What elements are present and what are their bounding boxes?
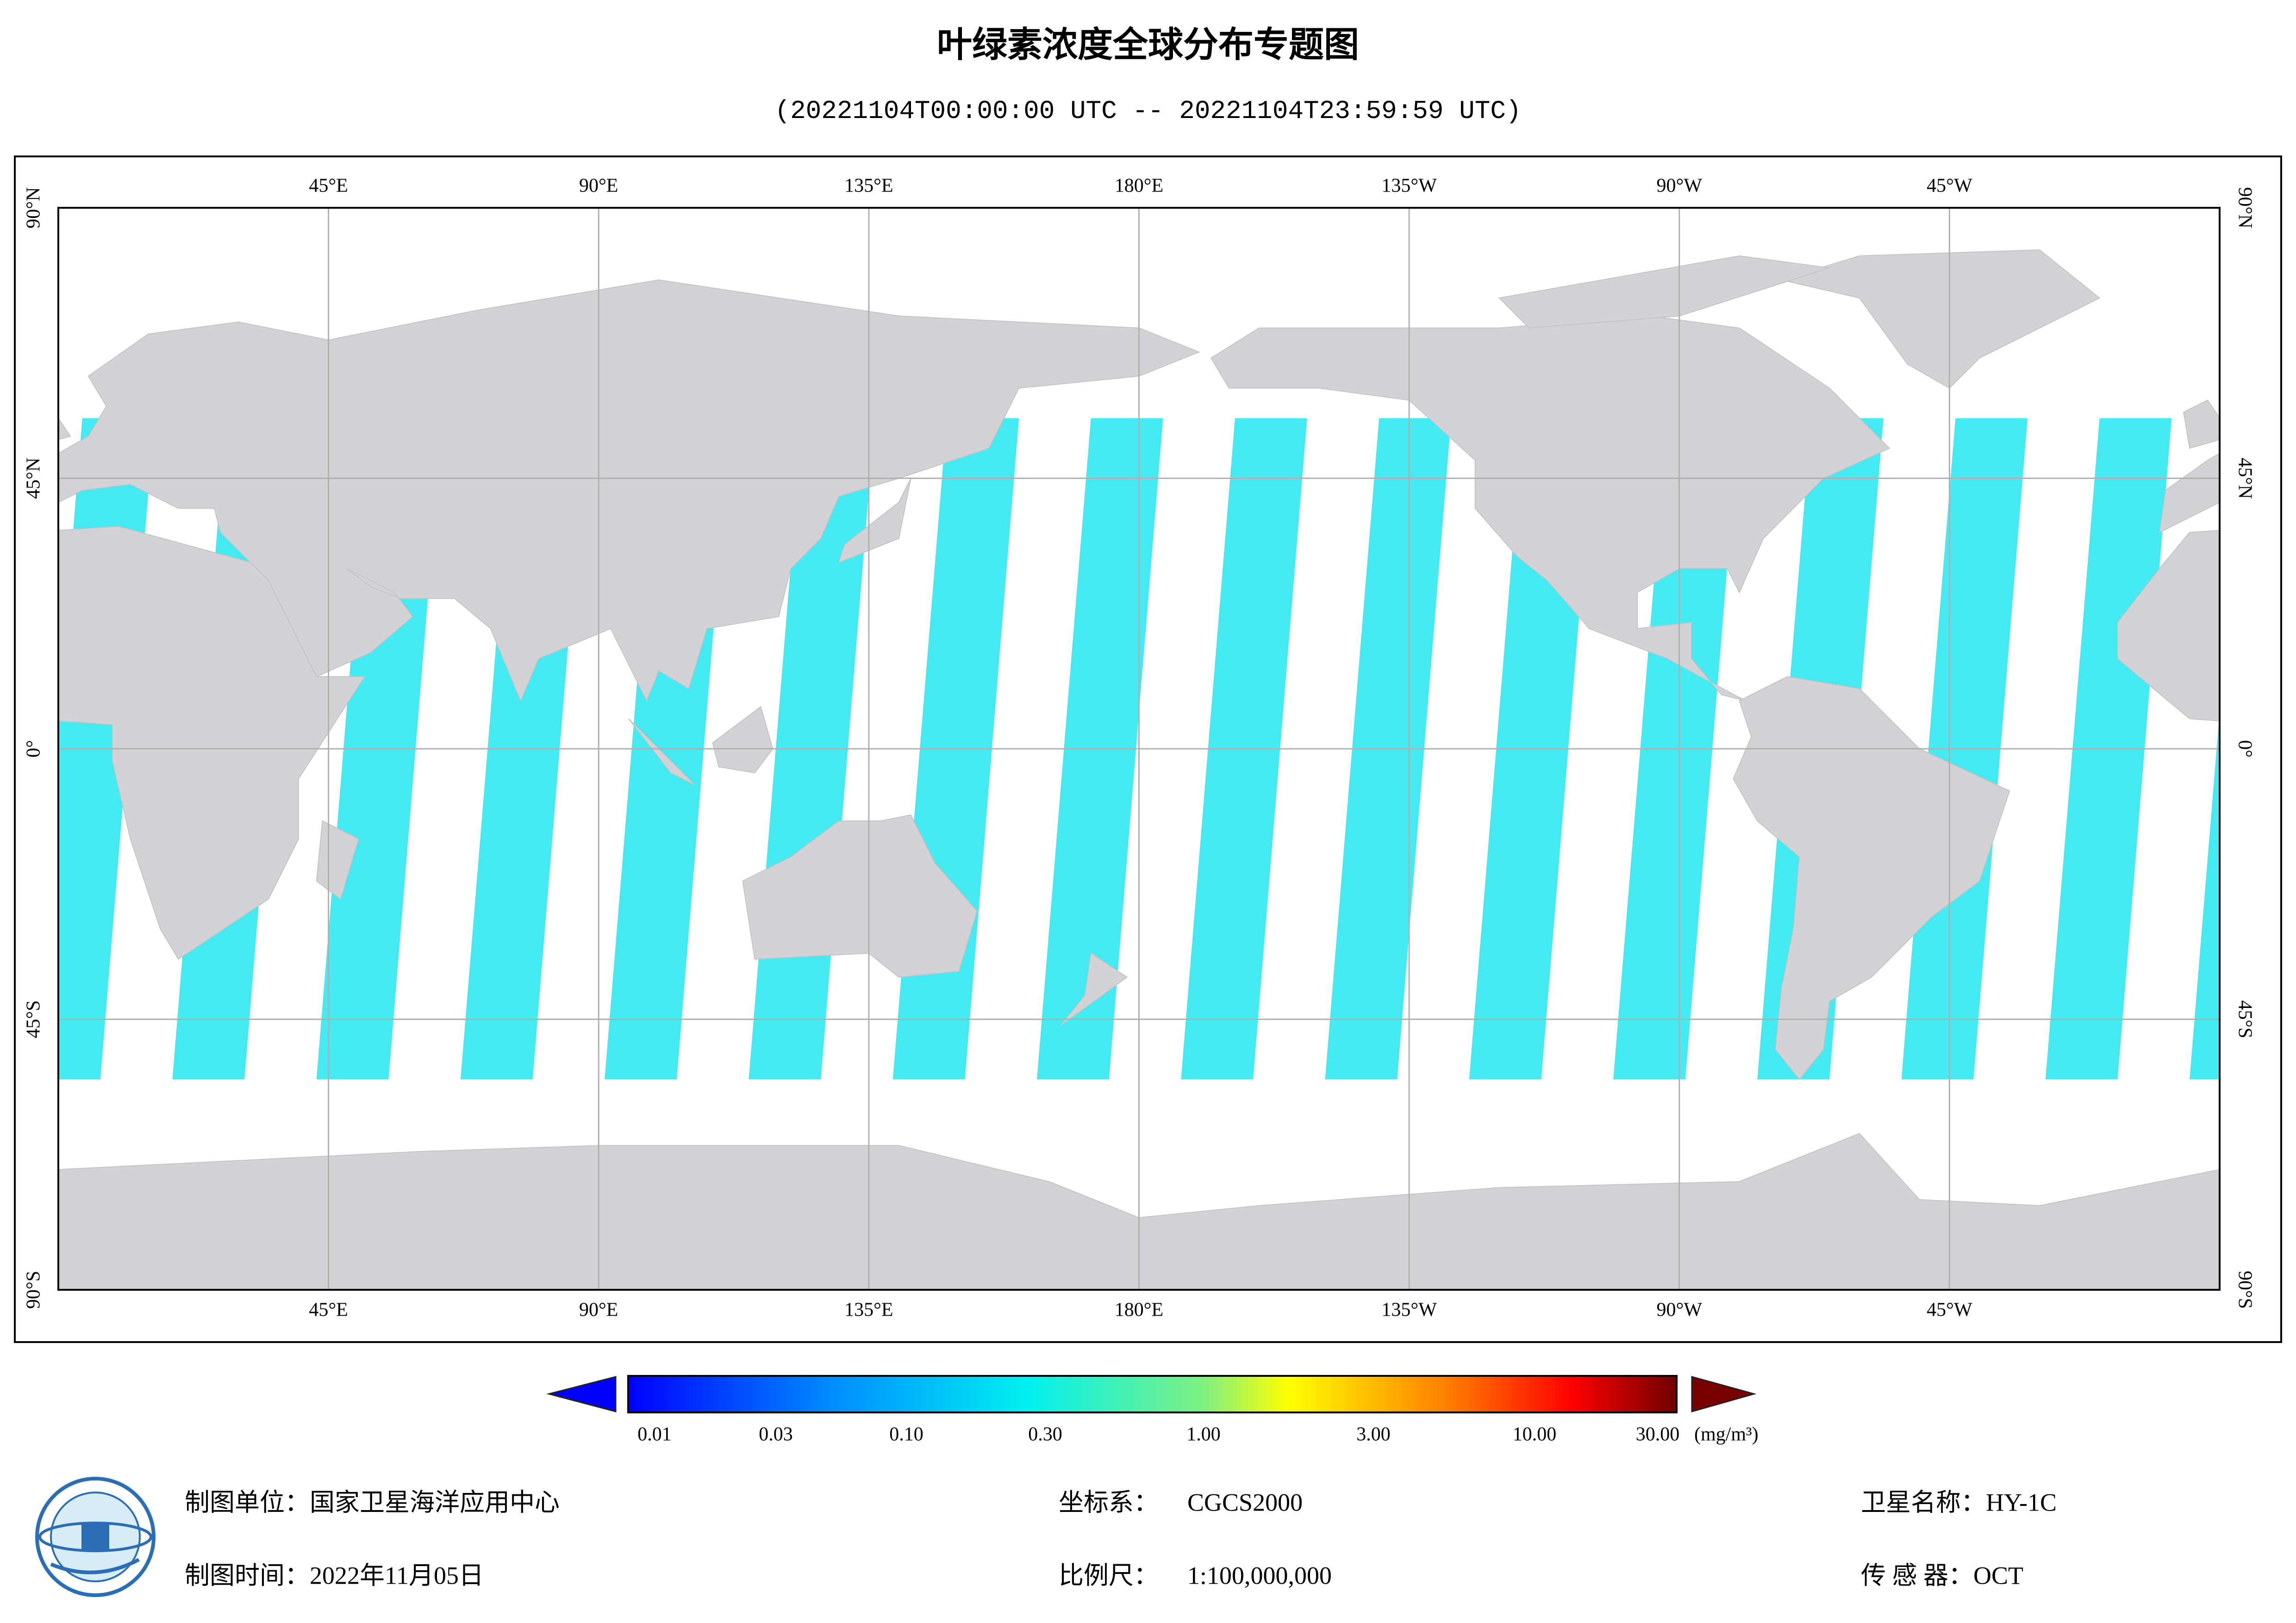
land — [742, 814, 978, 978]
land — [2117, 530, 2220, 721]
lon-label-bottom: 45°W — [1927, 1300, 1972, 1321]
lon-label-bottom: 135°E — [844, 1300, 893, 1321]
lat-label-left: 90°S — [23, 1271, 44, 1309]
lon-label-top: 135°W — [1381, 175, 1437, 197]
lon-label-bottom: 45°E — [309, 1300, 348, 1321]
land — [712, 706, 774, 774]
producer: 制图单位：国家卫星海洋应用中心 — [185, 1488, 560, 1516]
land — [838, 478, 911, 564]
lat-label-left: 45°N — [23, 458, 44, 499]
lat-label-left: 90°N — [23, 187, 44, 228]
lon-label-top: 45°W — [1927, 175, 1972, 197]
land — [316, 820, 359, 900]
colorbar-label: 3.00 — [1356, 1424, 1391, 1445]
colorbar-label: 0.30 — [1028, 1424, 1062, 1445]
lon-label-top: 180°E — [1115, 175, 1163, 197]
colorbar-label: 0.01 — [637, 1424, 672, 1445]
lon-label-bottom: 90°W — [1657, 1300, 1703, 1321]
lat-label-right: 0° — [2234, 740, 2255, 758]
land — [1210, 315, 1890, 702]
land — [2219, 1169, 2220, 1290]
lon-label-bottom: 135°W — [1381, 1300, 1437, 1321]
colorbar — [627, 1375, 1678, 1413]
lat-label-right: 90°S — [2234, 1271, 2255, 1309]
colorbar-label: 0.10 — [889, 1424, 923, 1445]
lat-label-left: 45°S — [23, 1000, 44, 1038]
graticule-labels: 45°E 45°E 90°E 90°E 135°E 135°E 180°E 180°E 135°… — [23, 175, 2256, 1321]
logo — [35, 1477, 156, 1597]
satellite: 卫星名称：HY-1C — [1861, 1488, 2057, 1516]
map-frame — [14, 155, 2282, 1343]
lon-label-bottom: 180°E — [1115, 1300, 1163, 1321]
colorbar-label: 1.00 — [1186, 1424, 1221, 1445]
colorbar-over-arrow — [1691, 1376, 1757, 1412]
subtitle: (20221104T00:00:00 UTC -- 20221104T23:59… — [774, 96, 1521, 126]
lon-label-bottom: 90°E — [579, 1300, 618, 1321]
map-border — [57, 207, 2221, 1291]
lat-label-right: 45°S — [2234, 1000, 2255, 1038]
colorbar-unit: (mg/m³) — [1694, 1424, 1759, 1445]
land — [628, 718, 695, 785]
land — [2159, 453, 2220, 534]
scale-value: 1:100,000,000 — [1187, 1561, 1332, 1589]
land — [58, 279, 1200, 702]
lon-label-top: 90°W — [1657, 175, 1703, 197]
sensor: 传 感 器：OCT — [1861, 1561, 2023, 1589]
land — [1779, 249, 2101, 389]
crs-label: 坐标系： — [1059, 1488, 1159, 1516]
lat-label-right: 90°N — [2234, 187, 2255, 228]
lat-label-right: 45°N — [2234, 458, 2255, 499]
lat-label-left: 0° — [23, 740, 44, 758]
land — [58, 526, 366, 960]
map — [0, 208, 2220, 1290]
land — [58, 417, 71, 441]
scale-label: 比例尺： — [1059, 1561, 1159, 1589]
colorbar-label: 30.00 — [1636, 1424, 1680, 1445]
data-swath — [2190, 712, 2220, 1080]
data-swath — [0, 418, 10, 1080]
land — [2183, 399, 2220, 449]
colorbar-labels: 0.01 0.03 0.10 0.30 1.00 3.00 10.00 30.00 (mg/m³… — [637, 1424, 1758, 1445]
colorbar-label: 0.03 — [759, 1424, 793, 1445]
colorbar-under-arrow — [546, 1376, 617, 1412]
title: 叶绿素浓度全球分布专题图 — [937, 25, 1359, 64]
lon-label-top: 45°E — [309, 175, 348, 197]
land — [1061, 952, 1128, 1026]
lon-label-top: 135°E — [844, 175, 893, 197]
land — [1498, 255, 1830, 329]
lon-label-top: 90°E — [579, 175, 618, 197]
crs-value: CGCS2000 — [1187, 1488, 1303, 1516]
production-date: 制图时间：2022年11月05日 — [185, 1561, 484, 1589]
colorbar-label: 10.00 — [1513, 1424, 1557, 1445]
